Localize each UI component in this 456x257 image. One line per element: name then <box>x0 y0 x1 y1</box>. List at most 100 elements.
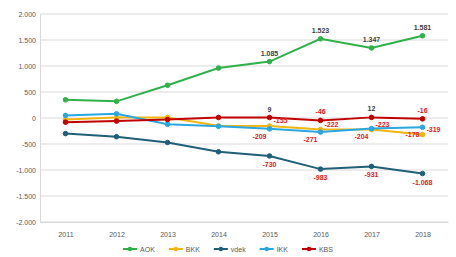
x-tick-label: 2016 <box>313 231 329 238</box>
y-tick-label: -500 <box>22 141 36 148</box>
y-tick-label: 0 <box>32 115 36 122</box>
data-label: -155 <box>274 117 288 124</box>
data-label: -931 <box>364 171 378 178</box>
legend-item: IKK <box>260 246 289 253</box>
y-tick: 1.500 <box>18 37 40 44</box>
legend-label: AOK <box>140 246 155 253</box>
data-label: -46 <box>315 108 325 115</box>
y-axis: -2.000 -1.500 -1.000 -500 0 500 1.000 1.500 2.00… <box>16 11 40 226</box>
data-label: -1.068 <box>413 179 433 186</box>
y-tick-label: 2.000 <box>18 11 36 18</box>
x-tick-label: 2017 <box>364 231 380 238</box>
point <box>267 154 272 159</box>
point <box>267 127 272 132</box>
data-label: 12 <box>368 105 376 112</box>
point <box>216 124 221 129</box>
y-tick-label: -1.500 <box>16 193 36 200</box>
x-tick-label: 2018 <box>415 231 431 238</box>
point <box>114 112 119 117</box>
data-label: -319 <box>427 126 441 133</box>
point <box>216 150 221 155</box>
grid-line <box>40 196 448 197</box>
point <box>369 127 374 132</box>
grid-line <box>40 170 448 171</box>
y-tick-label: -2.000 <box>16 219 36 226</box>
point <box>63 120 68 125</box>
grid <box>40 14 448 222</box>
series-line <box>66 36 423 102</box>
legend-item: BKK <box>169 246 200 253</box>
legend-marker <box>174 247 179 252</box>
point <box>165 83 170 88</box>
y-tick: 2.000 <box>18 11 40 18</box>
legend-marker <box>219 247 224 252</box>
legend-marker <box>307 247 312 252</box>
x-tick: 2014 <box>211 222 227 238</box>
data-label: -223 <box>376 121 390 128</box>
point <box>114 134 119 139</box>
x-tick: 2015 <box>262 222 278 238</box>
point <box>318 167 323 172</box>
x-tick: 2016 <box>313 222 329 238</box>
point <box>267 115 272 120</box>
point <box>420 171 425 176</box>
point <box>216 124 221 129</box>
x-tick-label: 2015 <box>262 231 278 238</box>
x-tick: 2012 <box>109 222 125 238</box>
data-label: -209 <box>252 133 266 140</box>
data-label: -271 <box>303 136 317 143</box>
y-axis-line <box>40 15 41 223</box>
y-tick: -500 <box>22 141 40 148</box>
point <box>318 37 323 42</box>
point <box>369 46 374 51</box>
x-tick: 2013 <box>160 222 176 238</box>
legend-item: AOK <box>123 246 155 253</box>
y-tick: 500 <box>24 89 40 96</box>
point <box>318 130 323 135</box>
data-label: -730 <box>262 161 276 168</box>
legend-marker <box>264 247 269 252</box>
x-tick: 2011 <box>58 222 73 238</box>
y-tick-label: -1.000 <box>16 167 36 174</box>
x-tick-label: 2013 <box>160 231 176 238</box>
point <box>114 119 119 124</box>
y-tick: -1.500 <box>16 193 40 200</box>
y-tick: 0 <box>32 115 40 122</box>
x-tick-label: 2012 <box>109 231 125 238</box>
data-label: 1.347 <box>363 36 381 43</box>
grid-line <box>40 222 448 223</box>
data-label: 1.581 <box>414 24 432 31</box>
data-labels: 1.0851.5231.3471.581-155-222-223-319-730… <box>252 24 440 186</box>
grid-line <box>40 14 448 15</box>
x-tick-label: 2011 <box>58 231 73 238</box>
legend: AOKBKKvdekIKKKBS <box>123 246 333 253</box>
data-label: -983 <box>313 174 327 181</box>
point <box>420 132 425 137</box>
legend-label: BKK <box>186 246 200 253</box>
data-label: 1.085 <box>261 50 279 57</box>
data-label: -178 <box>405 131 419 138</box>
point <box>267 59 272 64</box>
point <box>420 33 425 38</box>
data-label: 1.523 <box>312 27 330 34</box>
grid-line <box>40 40 448 41</box>
point <box>165 122 170 127</box>
point <box>63 113 68 118</box>
point <box>114 99 119 104</box>
y-tick: -2.000 <box>16 219 40 226</box>
legend-item: KBS <box>302 246 333 253</box>
point <box>165 140 170 145</box>
legend-label: IKK <box>277 246 289 253</box>
series-line <box>66 114 423 132</box>
data-label: 9 <box>268 106 272 113</box>
point <box>216 66 221 71</box>
grid-line <box>40 92 448 93</box>
series-line <box>66 117 423 134</box>
point <box>420 117 425 122</box>
y-tick-label: 1.500 <box>18 37 36 44</box>
y-tick-label: 1.000 <box>18 63 36 70</box>
point <box>165 117 170 122</box>
data-label: -204 <box>354 133 368 140</box>
legend-marker <box>128 247 133 252</box>
grid-line <box>40 144 448 145</box>
